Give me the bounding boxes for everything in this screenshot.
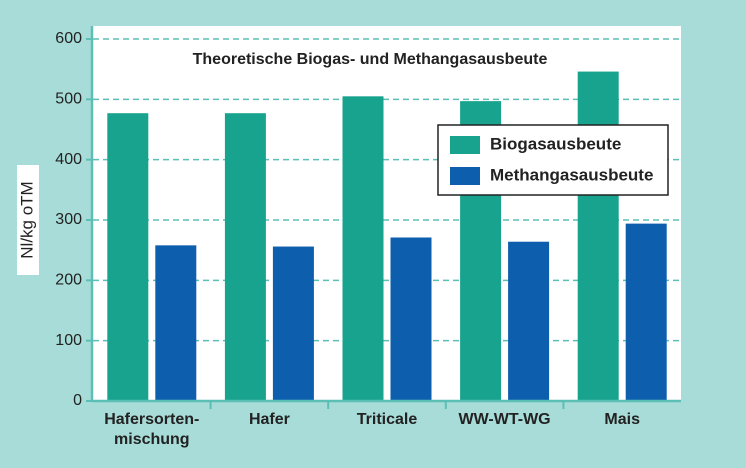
y-tick-label: 500	[55, 91, 82, 108]
y-tick-label: 0	[73, 392, 82, 409]
bar	[508, 241, 550, 401]
bar	[155, 245, 197, 401]
bar	[224, 113, 266, 402]
y-axis-label: Nl/kg oTM	[17, 181, 36, 258]
chart-title: Theoretische Biogas- und Methangasausbeu…	[193, 51, 548, 68]
x-tick-label: WW-WT-WG	[458, 411, 551, 428]
legend: Biogasausbeute Methangasausbeute	[437, 124, 669, 196]
bar	[577, 71, 619, 401]
y-tick-label: 200	[55, 272, 82, 289]
bar	[342, 96, 384, 402]
x-tick-label: Triticale	[356, 411, 418, 428]
y-tick-label: 100	[55, 332, 82, 349]
legend-swatch	[450, 136, 480, 154]
y-tick-label: 600	[55, 30, 82, 47]
bar	[625, 223, 667, 401]
x-tick-label: Hafer	[248, 411, 290, 428]
y-label-box	[17, 165, 39, 275]
bar	[390, 237, 432, 401]
bar	[107, 113, 149, 402]
legend-swatch	[450, 167, 480, 185]
legend-label: Methangasausbeute	[490, 165, 653, 184]
y-tick-label: 300	[55, 211, 82, 228]
y-tick-label: 400	[55, 151, 82, 168]
legend-label: Biogasausbeute	[490, 134, 621, 153]
x-tick-label: Hafersorten- mischung	[104, 411, 200, 448]
x-tick-label: Mais	[604, 411, 640, 428]
bar	[272, 246, 314, 401]
